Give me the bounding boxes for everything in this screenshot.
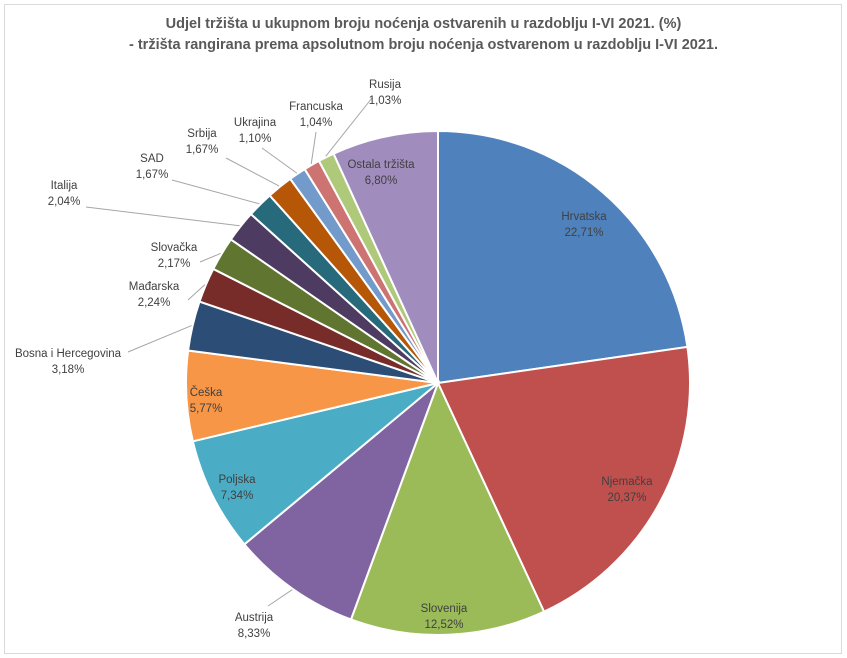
slice-label: Austrija 8,33% [235,612,274,640]
pie-slice-ostala-tržišta [332,129,439,384]
leader-line [325,97,373,157]
pie-slices [185,129,691,636]
slice-label: Rusija 1,03% [369,79,402,107]
leader-lines [85,97,373,607]
leader-line [171,179,260,205]
slice-label: Ukrajina 1,10% [234,117,277,145]
slice-label: Hrvatska 22,71% [561,211,607,239]
chart-title: Udjel tržišta u ukupnom broju noćenja os… [165,16,682,32]
slice-label: Mađarska 2,24% [129,281,180,309]
slice-label: Italija 2,04% [48,180,81,208]
slice-labels: Hrvatska 22,71% Njemačka 20,37% Slovenija 12,… [15,79,653,640]
slice-label: Slovačka 2,17% [151,242,198,270]
slice-label: Njemačka 20,37% [601,476,653,504]
pie-slice-poljska [191,382,439,546]
leader-line [199,252,221,263]
leader-line [225,157,280,187]
slice-label: Ostala tržišta 6,80% [347,159,415,187]
chart-title-block: Udjel tržišta u ukupnom broju noćenja os… [0,14,847,56]
leader-line [261,147,298,174]
slice-label: Srbija 1,67% [186,128,219,156]
slice-label: Poljska 7,34% [218,474,256,502]
leader-line [127,325,192,353]
chart-subtitle: - tržišta rangirana prema apsolutnom bro… [129,37,718,53]
leader-line [187,284,206,301]
pie-slice-slovenija [349,380,546,636]
slice-label: Francuska 1,04% [289,101,343,129]
pie-slice-austrija [243,379,441,621]
leader-line [85,206,240,227]
leader-line [310,131,317,165]
slice-label: Bosna i Hercegovina 3,18% [15,348,122,376]
pie-slice-hrvatska [437,129,689,385]
slice-label: Češka 5,77% [190,386,223,415]
slice-label: SAD 1,67% [136,153,169,181]
pie-slice-njemačka [436,345,691,613]
leader-line [267,589,293,607]
slice-label: Slovenija 12,52% [421,603,468,631]
